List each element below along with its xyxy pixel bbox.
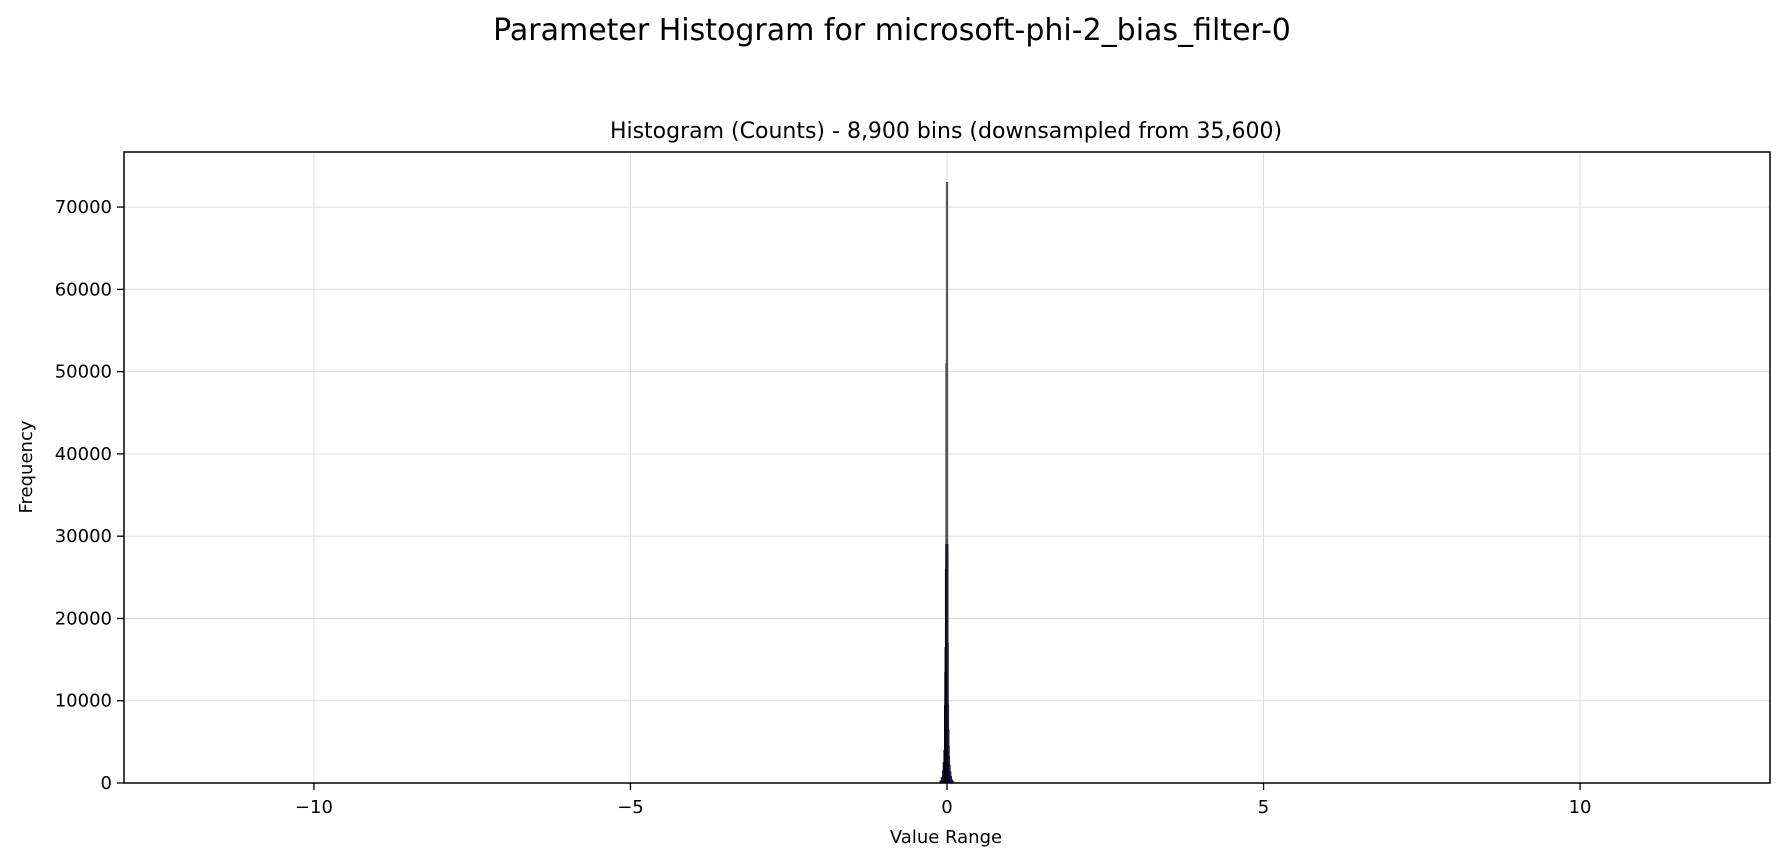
figure-suptitle: Parameter Histogram for microsoft-phi-2_…: [493, 13, 1291, 48]
x-tick-label: 10: [1569, 797, 1592, 818]
y-tick-label: 20000: [55, 608, 112, 629]
y-tick-label: 30000: [55, 526, 112, 547]
chart-title: Histogram (Counts) - 8,900 bins (downsam…: [610, 119, 1282, 144]
x-tick-label: 5: [1258, 797, 1269, 818]
y-axis-label: Frequency: [16, 420, 37, 513]
x-axis-ticks: −10 −5 0 5 10: [295, 783, 1592, 818]
histogram-bars: [939, 182, 955, 784]
y-tick-label: 40000: [55, 444, 112, 465]
x-axis-label: Value Range: [890, 827, 1002, 848]
y-tick-label: 70000: [55, 197, 112, 218]
y-tick-label: 10000: [55, 691, 112, 712]
x-tick-label: −10: [295, 797, 333, 818]
y-tick-label: 60000: [55, 279, 112, 300]
x-tick-label: 0: [941, 797, 952, 818]
y-tick-label: 0: [101, 773, 112, 794]
y-tick-label: 50000: [55, 362, 112, 383]
x-tick-label: −5: [617, 797, 644, 818]
y-axis-ticks: 0 10000 20000 30000 40000 50000 60000 70000: [55, 197, 124, 794]
